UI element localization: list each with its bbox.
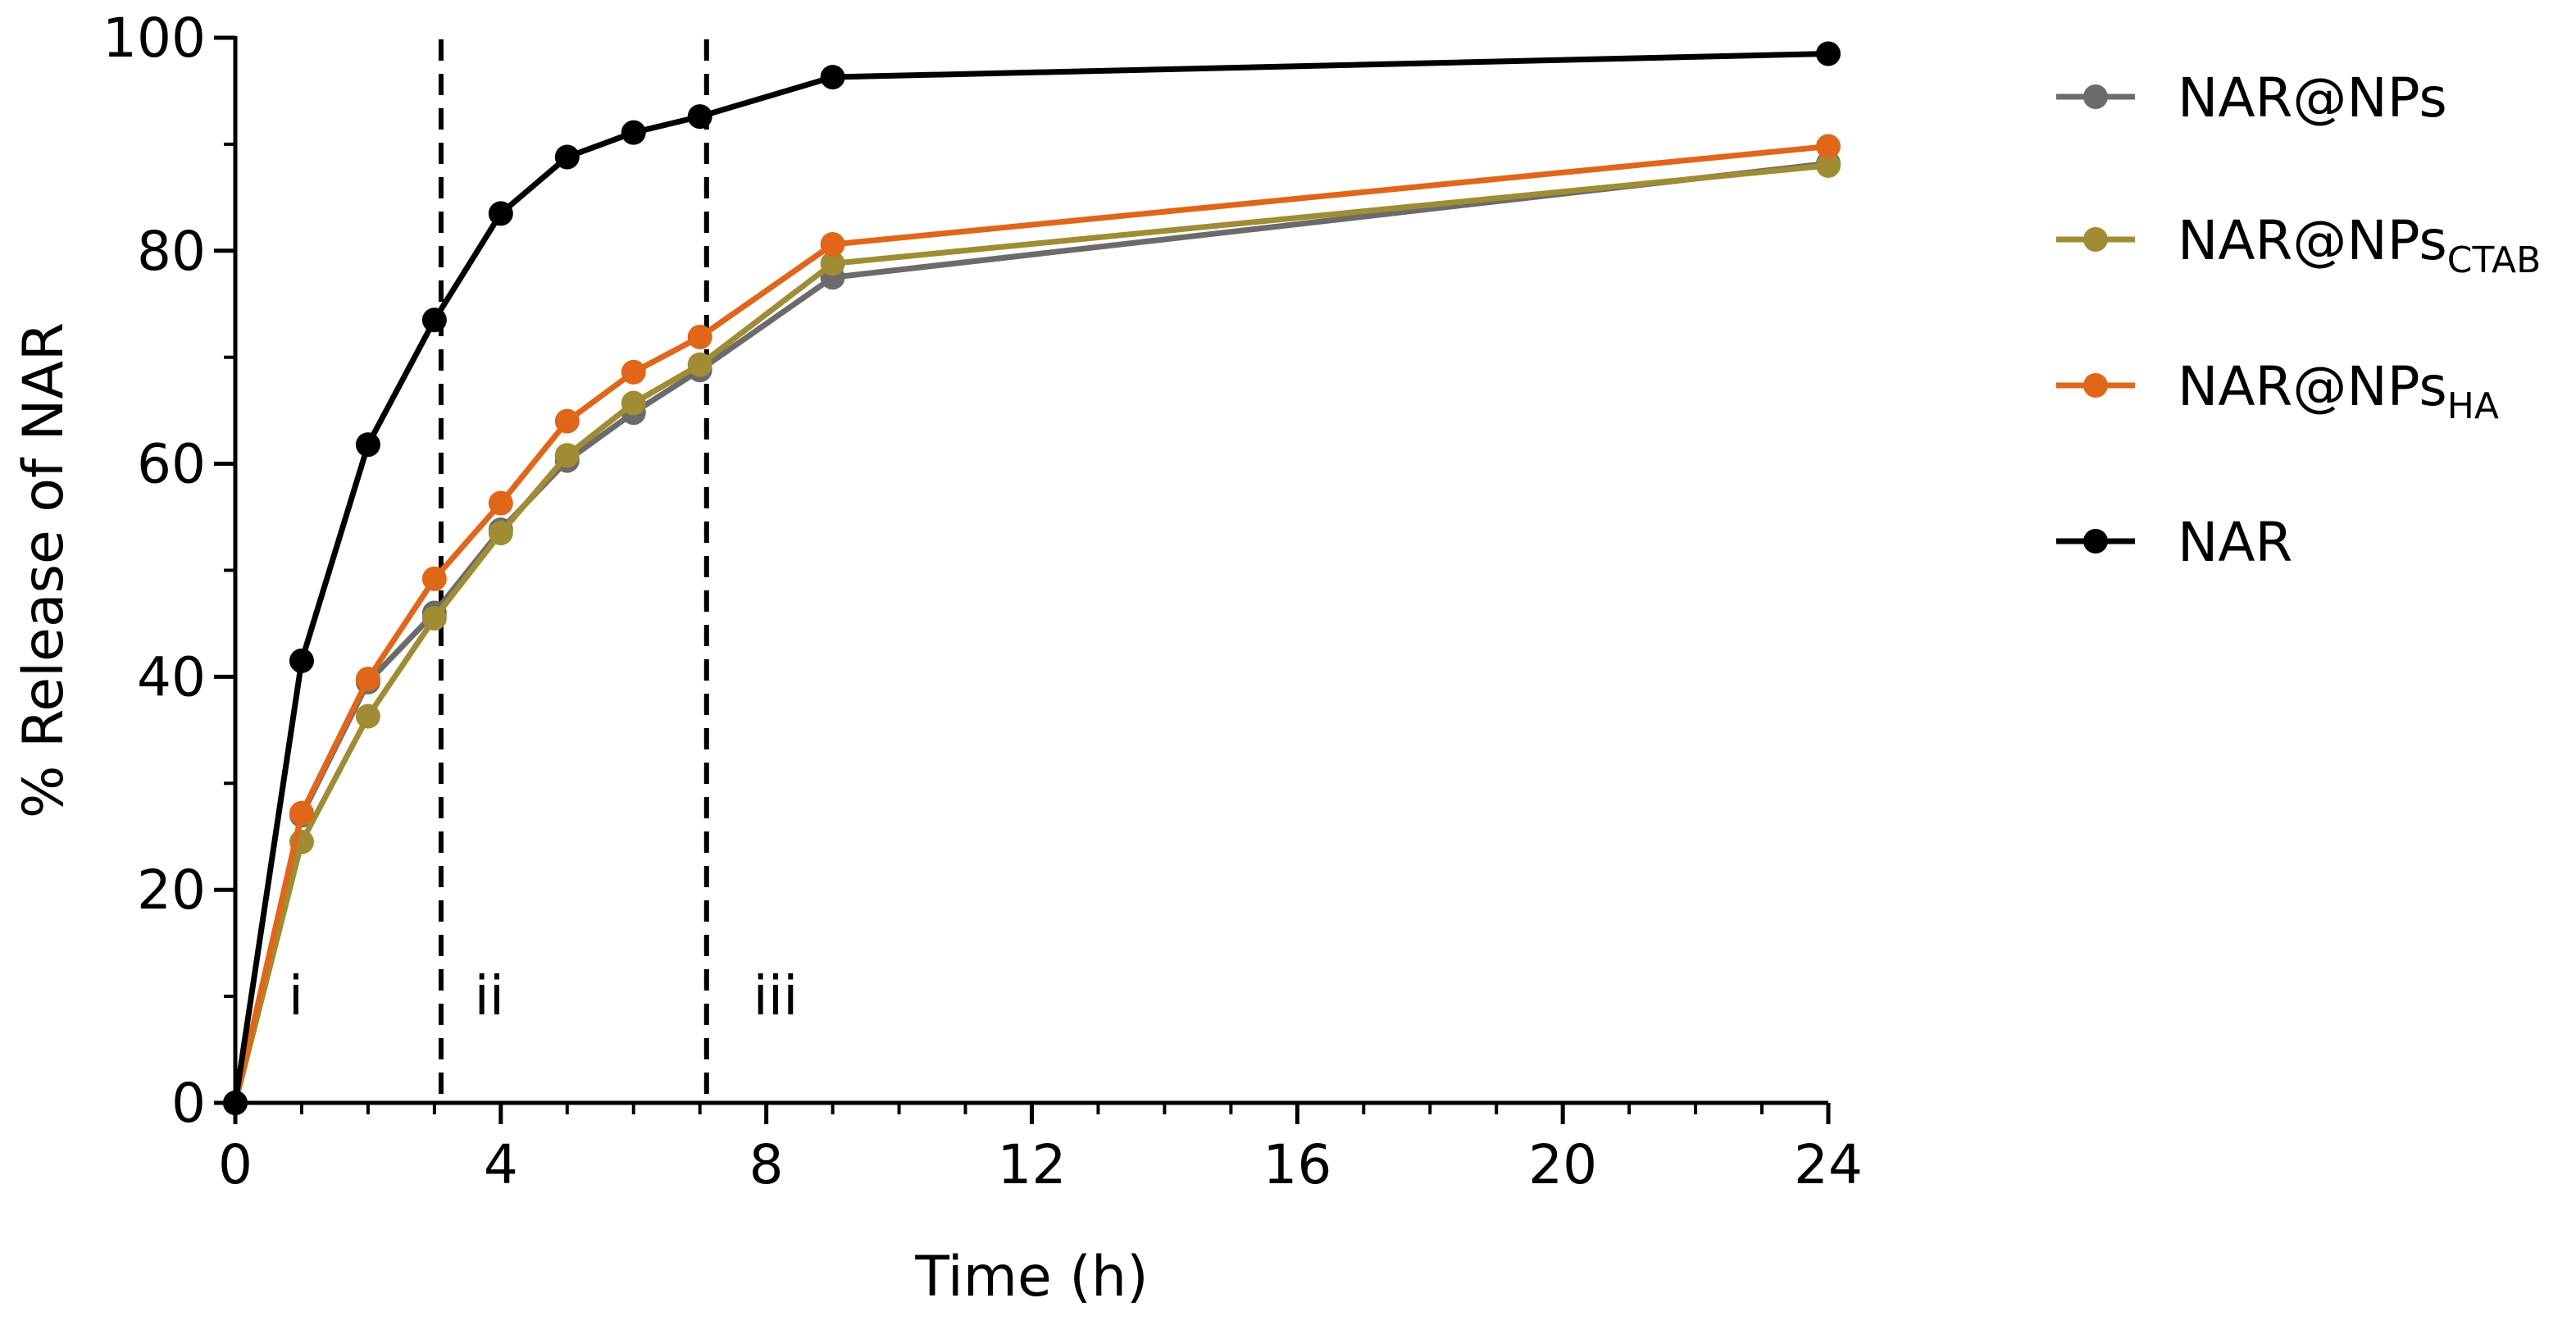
data-point (421, 566, 447, 591)
legend-item: NAR (2056, 511, 2292, 574)
legend-label-base: NAR (2178, 511, 2292, 574)
data-point (820, 65, 845, 90)
series-NAR@NPs (223, 151, 1841, 1115)
series-group (223, 41, 1841, 1115)
series-NAR@NPsHA (223, 134, 1841, 1115)
data-point (687, 104, 712, 130)
y-tick-label: 0 (171, 1072, 206, 1135)
data-point (554, 144, 580, 170)
legend-item: NAR@NPsHA (2056, 355, 2499, 427)
series-NAR (223, 41, 1841, 1115)
data-point (1816, 134, 1841, 159)
x-tick-label: 8 (749, 1133, 784, 1196)
phase-label: ii (474, 964, 504, 1027)
data-point (820, 232, 845, 257)
legend-swatch-marker (2083, 84, 2108, 109)
series-line (232, 143, 1829, 1104)
data-point (488, 201, 513, 226)
data-point (1816, 41, 1841, 66)
data-point (289, 648, 314, 673)
data-point (421, 307, 447, 333)
legend-label: NAR@NPsCTAB (2178, 209, 2541, 281)
data-point (554, 408, 580, 434)
y-axis-title: % Release of NAR (11, 322, 76, 818)
x-tick-label: 12 (998, 1133, 1067, 1196)
legend-swatch-marker (2083, 373, 2108, 398)
legend-swatch-marker (2083, 227, 2108, 252)
y-tick-label: 100 (102, 7, 206, 70)
y-tick-label: 80 (137, 220, 206, 283)
data-point (421, 605, 447, 631)
data-point (488, 521, 513, 546)
legend-swatch-marker (2083, 529, 2108, 553)
x-tick-label: 4 (484, 1133, 518, 1196)
series-line (232, 160, 1829, 1104)
series-NAR@NPsCTAB (223, 153, 1841, 1115)
data-point (621, 120, 646, 145)
x-tick-label: 24 (1794, 1133, 1863, 1196)
data-point (355, 432, 380, 458)
legend-label-base: NAR@NPs (2178, 355, 2447, 418)
y-tick-label: 20 (137, 859, 206, 922)
axes-group: 0 4 8 12 16 20 24 0 20 40 60 80 100 Time (h) % Release… (11, 7, 1863, 1310)
data-point (289, 800, 314, 826)
data-point (687, 352, 712, 377)
legend-label-subscript: HA (2447, 385, 2499, 427)
data-point (687, 325, 712, 350)
data-point (1816, 153, 1841, 178)
legend-label-base: NAR@NPs (2178, 209, 2447, 272)
phase-label: i (289, 964, 303, 1027)
legend-label: NAR@NPsHA (2178, 355, 2499, 427)
data-point (223, 1091, 248, 1115)
x-tick-label: 0 (218, 1133, 253, 1196)
x-tick-label: 20 (1528, 1133, 1597, 1196)
series-line (232, 50, 1829, 1104)
data-point (488, 490, 513, 516)
legend-label: NAR (2178, 511, 2292, 574)
data-point (554, 443, 580, 468)
x-tick-label: 16 (1263, 1133, 1331, 1196)
data-point (621, 359, 646, 385)
phase-label: iii (753, 964, 798, 1027)
legend-label-base: NAR@NPs (2178, 66, 2447, 130)
series-line (232, 162, 1829, 1104)
legend-item: NAR@NPs (2056, 66, 2447, 130)
data-point (820, 251, 845, 276)
y-tick-label: 60 (137, 433, 206, 496)
phase-label-group: i ii iii (289, 964, 799, 1027)
legend-label: NAR@NPs (2178, 66, 2447, 130)
x-axis-title: Time (h) (914, 1245, 1148, 1310)
data-point (355, 704, 380, 729)
data-point (355, 666, 380, 691)
data-point (621, 390, 646, 416)
y-tick-label: 40 (137, 645, 206, 708)
legend-label-subscript: CTAB (2447, 239, 2541, 281)
phase-divider-group (438, 39, 709, 1103)
legend-item: NAR@NPsCTAB (2056, 209, 2541, 281)
